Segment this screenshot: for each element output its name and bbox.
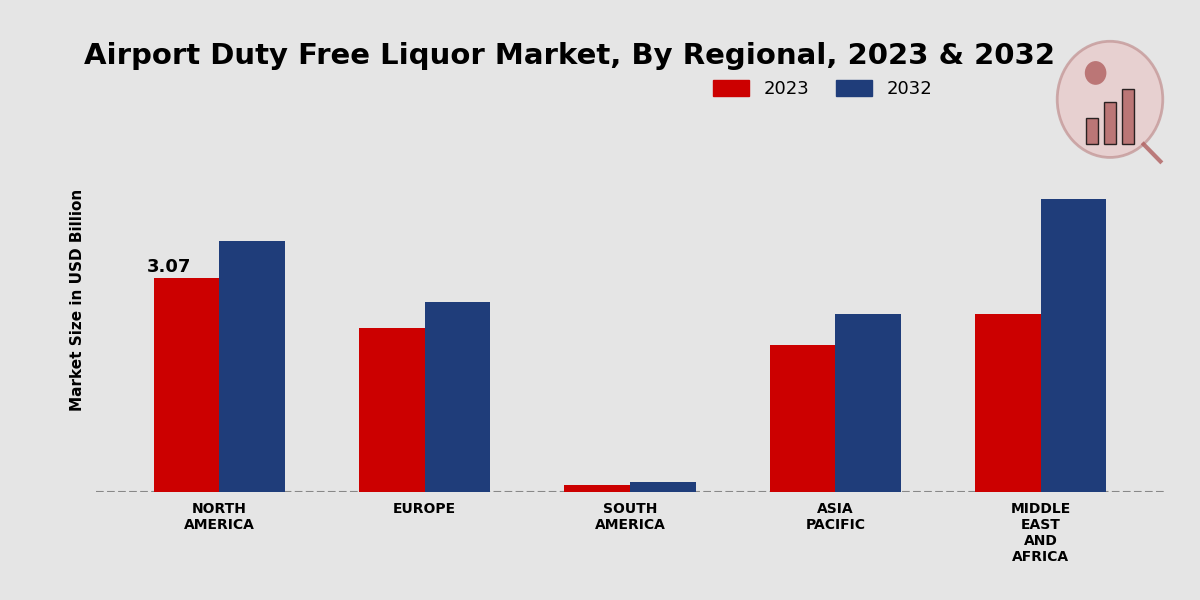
Bar <box>769 346 835 492</box>
Bar <box>425 302 491 492</box>
Bar <box>1040 199 1106 492</box>
FancyBboxPatch shape <box>1104 102 1116 144</box>
Circle shape <box>1057 41 1163 157</box>
FancyBboxPatch shape <box>1086 118 1098 144</box>
FancyBboxPatch shape <box>1122 89 1134 144</box>
Legend: 2023, 2032: 2023, 2032 <box>703 71 941 107</box>
Bar <box>154 278 220 492</box>
Bar <box>976 314 1040 492</box>
Text: 3.07: 3.07 <box>146 258 191 276</box>
Bar <box>564 485 630 492</box>
Bar <box>220 241 284 492</box>
Bar <box>359 328 425 492</box>
Y-axis label: Market Size in USD Billion: Market Size in USD Billion <box>70 189 85 411</box>
Bar <box>835 314 901 492</box>
Bar <box>630 482 696 492</box>
Text: Airport Duty Free Liquor Market, By Regional, 2023 & 2032: Airport Duty Free Liquor Market, By Regi… <box>84 42 1055 70</box>
Circle shape <box>1085 61 1106 85</box>
